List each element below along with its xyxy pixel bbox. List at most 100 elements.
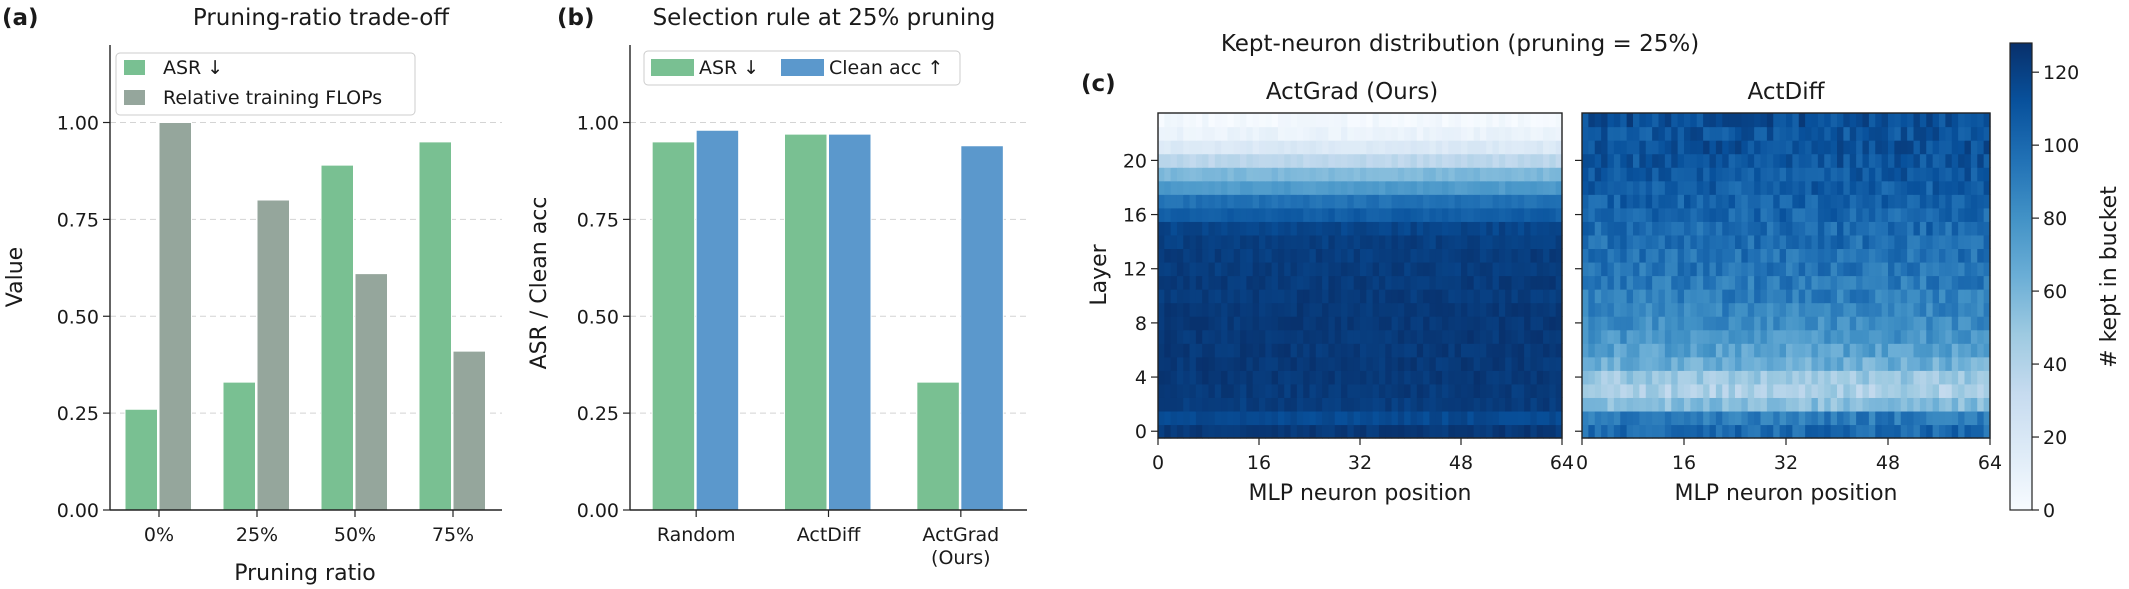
- heatmap-cell: [1227, 180, 1235, 195]
- heatmap-cell: [1467, 194, 1475, 209]
- heatmap-cell: [1227, 410, 1235, 426]
- heatmap-cell: [1423, 167, 1431, 182]
- heatmap-cell: [1303, 316, 1311, 331]
- heatmap-cell: [1259, 221, 1266, 236]
- heatmap-cell: [1741, 113, 1749, 128]
- heatmap-cell: [1277, 153, 1285, 168]
- heatmap-cell: [1214, 194, 1222, 209]
- heatmap-cell: [1824, 356, 1832, 371]
- heatmap-cell: [1868, 383, 1876, 398]
- heatmap-cell: [1773, 356, 1781, 371]
- heatmap-cell: [1353, 302, 1361, 317]
- heatmap-cell: [1233, 410, 1241, 426]
- heatmap-cell: [1951, 234, 1959, 250]
- heatmap-cell: [1671, 275, 1679, 290]
- heatmap-cell: [1511, 126, 1519, 141]
- heatmap-cell: [1582, 302, 1589, 317]
- heatmap-cell: [1467, 356, 1475, 371]
- heatmap-cell: [1633, 397, 1640, 412]
- heatmap-cell: [1958, 410, 1966, 426]
- heatmap-cell: [1881, 329, 1889, 344]
- heatmap-cell: [1607, 383, 1615, 398]
- heatmap-cell: [1271, 397, 1279, 412]
- heatmap-cell: [1259, 140, 1266, 155]
- heatmap-cell: [1607, 234, 1615, 250]
- heatmap-cell: [1639, 275, 1647, 290]
- heatmap-cell: [1582, 289, 1589, 304]
- heatmap-cell: [1378, 316, 1386, 331]
- heatmap-cell: [1684, 275, 1691, 290]
- heatmap-cell: [1227, 234, 1235, 250]
- heatmap-cell: [1958, 113, 1966, 128]
- heatmap-cell: [1252, 167, 1260, 182]
- panel-b-legend-swatch-clean: [781, 59, 824, 76]
- heatmap-cell: [1907, 383, 1915, 398]
- heatmap-cell: [1322, 302, 1330, 317]
- y-tick-label: 0.50: [57, 306, 99, 328]
- heatmap-cell: [1479, 113, 1487, 128]
- heatmap-cell: [1951, 207, 1959, 222]
- heatmap-cell: [1588, 383, 1596, 398]
- heatmap-cell: [1303, 356, 1311, 371]
- heatmap-cell: [1652, 167, 1660, 182]
- heatmap-cell: [1601, 113, 1609, 128]
- heatmap-cell: [1900, 126, 1908, 141]
- heatmap-cell: [1158, 329, 1165, 344]
- heatmap-cell: [1588, 126, 1596, 141]
- heatmap-cell: [1658, 329, 1666, 344]
- heatmap-cell: [1811, 140, 1819, 155]
- heatmap-cell: [1843, 261, 1851, 277]
- heatmap-cell: [1900, 153, 1908, 168]
- heatmap-cell: [1303, 424, 1311, 439]
- heatmap-cell: [1754, 289, 1762, 304]
- heatmap-cell: [1296, 194, 1304, 209]
- heatmap-cell: [1366, 113, 1374, 128]
- heatmap-cell: [1353, 221, 1361, 236]
- heatmap-cell: [1265, 343, 1273, 358]
- heatmap-cell: [1492, 221, 1500, 236]
- heatmap-cell: [1907, 329, 1915, 344]
- heatmap-cell: [1945, 140, 1953, 155]
- heatmap-cell: [1798, 234, 1806, 250]
- heatmap-cell: [1467, 424, 1475, 439]
- heatmap-cell: [1347, 424, 1355, 439]
- heatmap-cell: [1322, 383, 1330, 398]
- heatmap-cell: [1366, 248, 1374, 263]
- heatmap-cell: [1221, 370, 1229, 385]
- heatmap-cell: [1760, 221, 1768, 236]
- heatmap-cell: [1511, 234, 1519, 250]
- heatmap-cell: [1983, 261, 1991, 277]
- heatmap-cell: [1792, 248, 1800, 263]
- heatmap-cell: [1964, 397, 1972, 412]
- heatmap-cell: [1347, 329, 1355, 344]
- heatmap-cell: [1868, 397, 1876, 412]
- heatmap-cell: [1397, 343, 1405, 358]
- heatmap-cell: [1805, 370, 1813, 385]
- heatmap-cell: [1613, 370, 1621, 385]
- heatmap-cell: [1240, 194, 1247, 209]
- heatmap-cell: [1284, 261, 1292, 277]
- heatmap-cell: [1811, 113, 1819, 128]
- heatmap-cell: [1498, 261, 1506, 277]
- heatmap-cell: [1881, 410, 1889, 426]
- heatmap-cell: [1830, 153, 1838, 168]
- heatmap-cell: [1536, 302, 1544, 317]
- heatmap-cell: [1322, 113, 1330, 128]
- heatmap-cell: [1309, 424, 1317, 439]
- heatmap-cell: [1652, 140, 1660, 155]
- heatmap-cell: [1473, 316, 1481, 331]
- heatmap-cell: [1252, 329, 1260, 344]
- heatmap-cell: [1945, 410, 1953, 426]
- heatmap-cell: [1913, 167, 1921, 182]
- heatmap-cell: [1983, 302, 1991, 317]
- heatmap-cell: [1658, 167, 1666, 182]
- heatmap-cell: [1773, 424, 1781, 439]
- heatmap-cell: [1652, 424, 1660, 439]
- heatmap-cell: [1715, 113, 1723, 128]
- heatmap-cell: [1448, 343, 1456, 358]
- heatmap-cell: [1555, 424, 1563, 439]
- heatmap-cell: [1543, 126, 1550, 141]
- heatmap-cell: [1677, 140, 1685, 155]
- heatmap-cell: [1360, 302, 1367, 317]
